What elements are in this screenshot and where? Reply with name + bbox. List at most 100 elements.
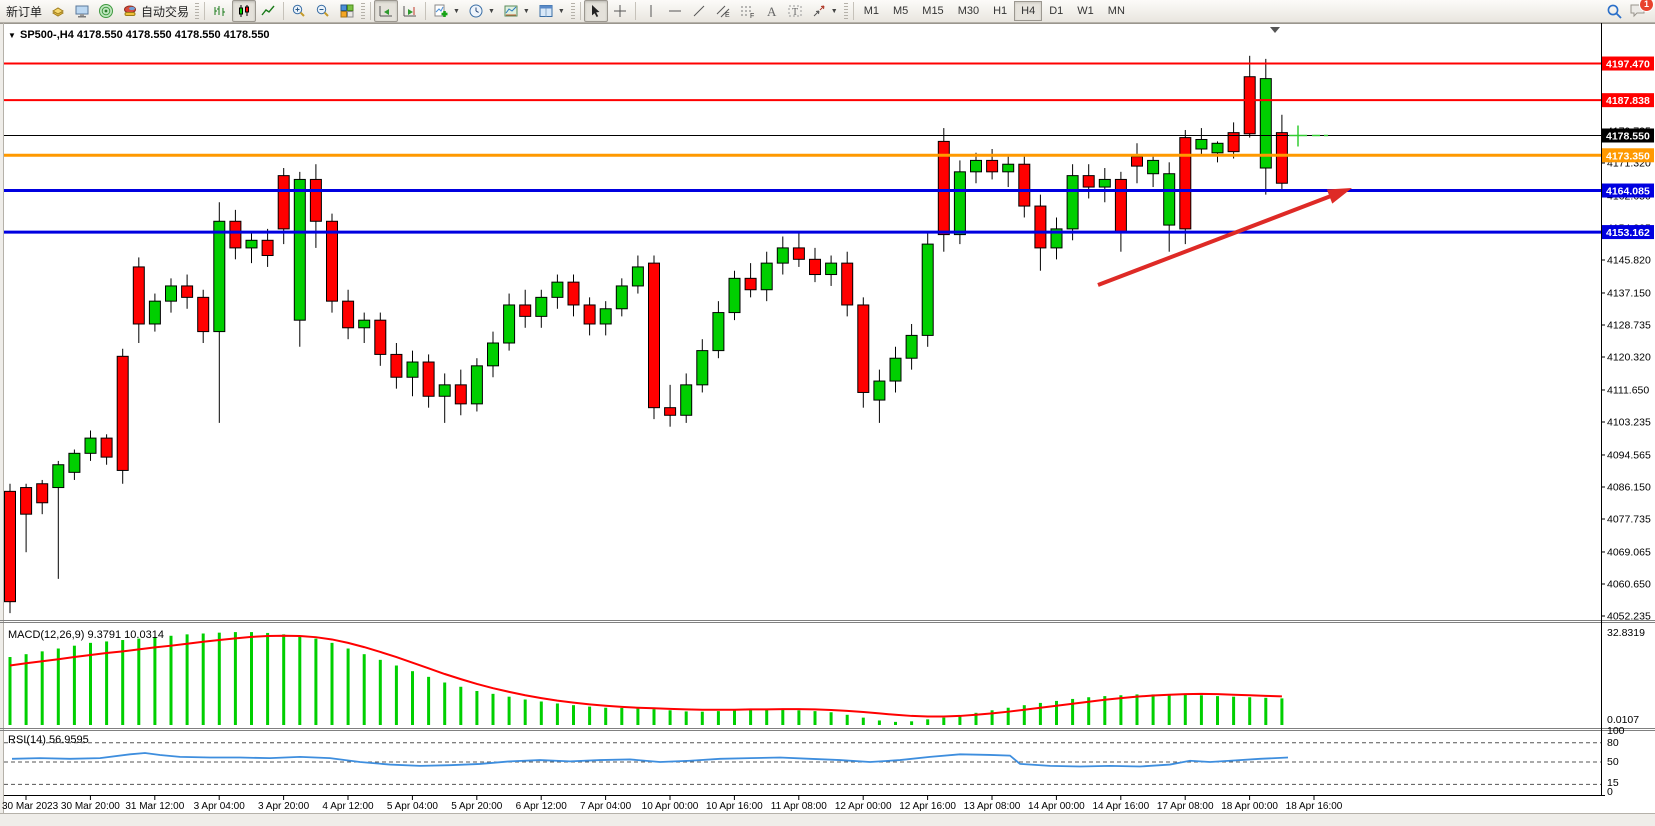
trendline-button[interactable]: [687, 0, 711, 22]
tab-d1[interactable]: D1: [1049, 5, 1064, 17]
svg-text:4187.838: 4187.838: [1606, 95, 1650, 107]
autoscroll-button[interactable]: [374, 0, 399, 22]
candle: [132, 266, 145, 325]
candle: [937, 140, 950, 236]
chat-button[interactable]: 1: [1629, 0, 1654, 21]
svg-text:30 Mar 2023: 30 Mar 2023: [2, 801, 59, 812]
candle: [1243, 76, 1256, 135]
separator: [634, 2, 636, 20]
svg-text:4197.470: 4197.470: [1606, 59, 1650, 71]
svg-text:5 Apr 20:00: 5 Apr 20:00: [451, 801, 503, 812]
candle: [905, 334, 918, 359]
tab-m30[interactable]: M30: [957, 5, 980, 17]
candle: [261, 239, 274, 257]
toolbar-grip: [195, 3, 200, 19]
chart-shift-button[interactable]: [398, 0, 422, 22]
candle: [84, 437, 97, 454]
candle: [921, 243, 934, 336]
line-chart-button[interactable]: [256, 0, 280, 22]
search-icon[interactable]: [1606, 3, 1623, 20]
rsi-scale-0: 0: [1607, 786, 1613, 798]
time-axis[interactable]: 30 Mar 2023 30 Mar 20:00 31 Mar 12:00 3 Apr…: [2, 795, 1343, 812]
svg-text:18 Apr 00:00: 18 Apr 00:00: [1221, 801, 1278, 812]
signals-button[interactable]: [94, 0, 118, 22]
candlestick-chart-button[interactable]: [232, 0, 257, 22]
svg-text:13 Apr 08:00: 13 Apr 08:00: [964, 801, 1021, 812]
svg-text:4178.550: 4178.550: [1606, 130, 1650, 142]
candle: [551, 281, 564, 298]
market-watch-button[interactable]: [70, 0, 94, 22]
fibonacci-button[interactable]: F: [735, 0, 759, 22]
price-badge-4173.350: 4173.350: [1602, 148, 1654, 163]
periods-button[interactable]: ▼: [464, 0, 499, 22]
svg-text:7 Apr 04:00: 7 Apr 04:00: [580, 801, 632, 812]
chart-canvas[interactable]: 4196.8204188.4054179.7354171.3204162.650…: [0, 23, 1655, 826]
separator: [579, 2, 581, 20]
candle: [648, 262, 660, 409]
crosshair-button[interactable]: [608, 0, 632, 22]
chart-window[interactable]: 4196.8204188.4054179.7354171.3204162.650…: [0, 23, 1655, 826]
svg-text:30 Mar 20:00: 30 Mar 20:00: [61, 801, 120, 812]
tab-m15[interactable]: M15: [922, 5, 944, 17]
toolbar-grip: [361, 3, 366, 19]
text-button[interactable]: A: [759, 0, 783, 22]
svg-text:4094.565: 4094.565: [1607, 449, 1651, 461]
vertical-line-button[interactable]: [639, 0, 663, 22]
candle: [1195, 138, 1208, 150]
tab-h1[interactable]: H1: [993, 5, 1008, 17]
chevron-down-icon: ▼: [557, 7, 565, 15]
chevron-down-icon: ▼: [830, 7, 838, 15]
equidistant-channel-button[interactable]: E: [711, 0, 735, 22]
autotrading-button[interactable]: 自动交易: [118, 0, 193, 22]
tab-mn[interactable]: MN: [1107, 5, 1125, 17]
templates-button[interactable]: ▼: [499, 0, 534, 22]
separator: [425, 2, 427, 20]
candlestick-chart-icon: [239, 5, 250, 17]
svg-text:4069.065: 4069.065: [1607, 546, 1651, 558]
svg-text:4111.650: 4111.650: [1607, 384, 1649, 396]
rsi-line: [11, 752, 1289, 768]
svg-text:4173.350: 4173.350: [1606, 150, 1650, 162]
new-order-button[interactable]: 新订单: [2, 0, 46, 22]
vertical-line-icon: [650, 5, 652, 17]
rsi-scale-100: 100: [1607, 725, 1625, 737]
candle: [20, 487, 33, 515]
candle: [760, 262, 773, 291]
cursor-button[interactable]: [583, 0, 608, 22]
tab-w1[interactable]: W1: [1077, 5, 1094, 17]
svg-text:10 Apr 00:00: 10 Apr 00:00: [642, 801, 699, 812]
bar-chart-button[interactable]: [208, 0, 232, 22]
indicators-button[interactable]: ▼: [429, 0, 464, 22]
candle: [358, 319, 371, 329]
zoom-out-button[interactable]: [311, 0, 335, 22]
text-label-button[interactable]: T: [783, 0, 807, 22]
trend-arrow[interactable]: [1097, 188, 1352, 287]
line-chart-icon: [261, 5, 275, 16]
candle: [1050, 228, 1063, 249]
candle: [1179, 137, 1192, 230]
svg-text:11 Apr 08:00: 11 Apr 08:00: [771, 801, 827, 812]
zoom-in-button[interactable]: [287, 0, 311, 22]
chart-title-collapse-icon[interactable]: ▼: [8, 31, 16, 40]
candle: [1211, 142, 1224, 154]
candle: [454, 384, 467, 405]
macd-label: MACD(12,26,9) 9.3791 10.0314: [8, 629, 164, 641]
tab-h4[interactable]: H4: [1014, 1, 1043, 21]
svg-text:4077.735: 4077.735: [1607, 513, 1651, 525]
price-badge-4197.470: 4197.470: [1602, 56, 1654, 71]
arrows-button[interactable]: ▼: [807, 0, 842, 22]
macd-scale-max: 32.8319: [1607, 627, 1645, 639]
tab-m1[interactable]: M1: [863, 5, 879, 17]
horizontal-line-button[interactable]: [663, 0, 687, 22]
tile-windows-button[interactable]: [335, 0, 359, 22]
cursor-icon: [591, 5, 600, 17]
main-toolbar: 新订单 自动交易 ▼ ▼: [0, 0, 1655, 23]
candle: [1131, 156, 1143, 167]
chart-shift-marker[interactable]: [1270, 27, 1280, 33]
data-window-button[interactable]: [46, 0, 70, 22]
tab-m5[interactable]: M5: [893, 5, 909, 17]
macd-signal-line: [9, 634, 1282, 718]
candle: [680, 384, 693, 416]
chart-windows-button[interactable]: ▼: [534, 0, 569, 22]
monitor-icon: [75, 5, 89, 18]
